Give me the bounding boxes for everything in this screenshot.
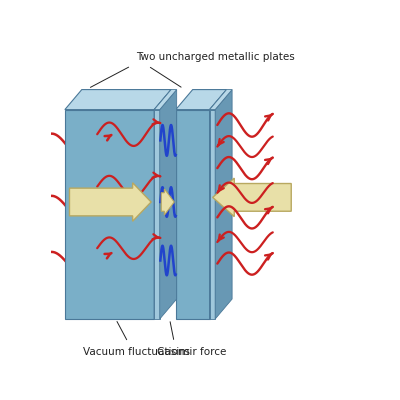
Polygon shape — [210, 90, 226, 319]
Polygon shape — [176, 90, 226, 110]
Polygon shape — [154, 90, 177, 110]
Polygon shape — [160, 90, 177, 319]
Polygon shape — [210, 90, 232, 110]
Polygon shape — [215, 90, 232, 319]
Text: Casimir force: Casimir force — [157, 347, 227, 357]
FancyArrow shape — [161, 189, 174, 215]
Polygon shape — [210, 110, 215, 319]
Text: Vacuum fluctuations: Vacuum fluctuations — [83, 347, 190, 357]
FancyArrow shape — [70, 183, 151, 221]
Polygon shape — [176, 110, 210, 319]
Polygon shape — [65, 110, 154, 319]
Polygon shape — [154, 90, 171, 319]
FancyArrow shape — [213, 178, 291, 217]
Text: Two uncharged metallic plates: Two uncharged metallic plates — [136, 52, 294, 62]
Polygon shape — [65, 90, 171, 110]
Polygon shape — [154, 110, 160, 319]
